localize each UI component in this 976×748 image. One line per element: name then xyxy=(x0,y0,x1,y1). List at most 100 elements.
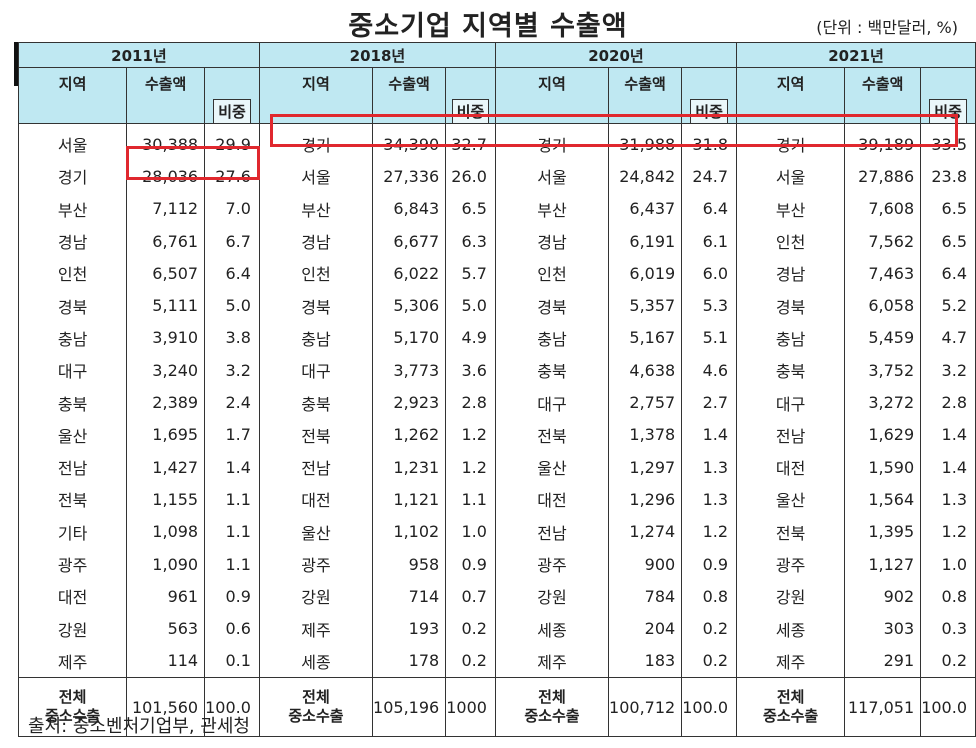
share-cell: 0.2 xyxy=(920,644,976,678)
region-cell: 부산 xyxy=(17,192,127,225)
region-cell: 서울 xyxy=(494,160,609,193)
share-cell: 4.7 xyxy=(920,321,976,355)
region-cell: 세종 xyxy=(494,612,609,645)
region-cell: 전남 xyxy=(494,515,609,548)
total-label-line2: 중소수출 xyxy=(288,707,344,726)
region-cell: 부산 xyxy=(494,192,609,225)
region-header: 지역 xyxy=(17,67,128,124)
region-cell: 광주 xyxy=(258,547,373,581)
region-cell: 부산 xyxy=(736,192,845,225)
region-cell: 충북 xyxy=(258,386,373,419)
total-amount-cell: 105,196 xyxy=(372,677,446,738)
amount-cell: 6,677 xyxy=(372,224,446,258)
region-cell: 경기 xyxy=(736,123,845,161)
amount-cell: 5,111 xyxy=(126,289,205,322)
region-cell: 경북 xyxy=(17,289,127,322)
share-header-cell: 비중 xyxy=(445,67,496,124)
total-amount-cell: 101,560 xyxy=(126,677,205,738)
share-cell: 27.6 xyxy=(204,160,260,193)
source-note: 출처: 중소벤처기업부, 관세청 xyxy=(28,716,250,737)
amount-cell: 5,170 xyxy=(372,321,446,355)
amount-cell: 6,191 xyxy=(608,224,682,258)
amount-header: 수출액 xyxy=(608,67,683,124)
region-cell: 울산 xyxy=(494,450,609,484)
amount-cell: 204 xyxy=(608,612,682,645)
share-cell: 6.5 xyxy=(445,192,496,225)
amount-cell: 183 xyxy=(608,644,682,678)
share-cell: 6.5 xyxy=(920,192,976,225)
amount-cell: 193 xyxy=(372,612,446,645)
share-cell: 0.2 xyxy=(445,612,496,645)
region-cell: 인천 xyxy=(17,257,127,290)
total-amount-cell: 117,051 xyxy=(844,677,921,738)
column-header-row: 지역 수출액 비중 지역 수출액 비중 지역 수출액 비중 지역 수출액 비중 xyxy=(17,67,976,124)
region-cell: 서울 xyxy=(736,160,845,193)
region-cell: 대전 xyxy=(494,483,609,516)
share-cell: 6.5 xyxy=(920,224,976,258)
total-share-cell: 100.0 xyxy=(204,677,260,738)
share-cell: 5.0 xyxy=(445,289,496,322)
amount-cell: 5,167 xyxy=(608,321,682,355)
table-body: 서울 30,388 29.9 경기 34,390 32.7 경기 31,988 31.8 경기 39… xyxy=(17,123,976,738)
region-header: 지역 xyxy=(736,67,846,124)
region-cell: 경남 xyxy=(258,224,373,258)
region-cell: 울산 xyxy=(736,483,845,516)
share-cell: 1.1 xyxy=(204,547,260,581)
region-cell: 강원 xyxy=(494,580,609,613)
amount-cell: 961 xyxy=(126,580,205,613)
region-cell: 대전 xyxy=(17,580,127,613)
total-label-cell: 전체 중소수출 xyxy=(258,677,373,738)
total-label-cell: 전체 중소수출 xyxy=(736,677,845,738)
amount-cell: 28,036 xyxy=(126,160,205,193)
share-cell: 6.4 xyxy=(681,192,738,225)
share-cell: 0.1 xyxy=(204,644,260,678)
share-cell: 3.8 xyxy=(204,321,260,355)
region-cell: 충북 xyxy=(736,354,845,387)
page-title-text: 중소기업 지역별 수출액 xyxy=(346,11,630,45)
amount-cell: 563 xyxy=(126,612,205,645)
share-cell: 6.1 xyxy=(681,224,738,258)
region-cell: 광주 xyxy=(494,547,609,581)
amount-cell: 1,297 xyxy=(608,450,682,484)
table-row: 대전 961 0.9 강원 714 0.7 강원 784 0.8 강원 902 0.8 xyxy=(17,580,976,613)
amount-cell: 27,886 xyxy=(844,160,921,193)
share-cell: 0.8 xyxy=(920,580,976,613)
amount-cell: 6,437 xyxy=(608,192,682,225)
amount-cell: 1,127 xyxy=(844,547,921,581)
share-cell: 0.8 xyxy=(681,580,738,613)
total-label-cell: 전체 중소수출 xyxy=(17,677,127,738)
share-cell: 0.2 xyxy=(445,644,496,678)
region-cell: 강원 xyxy=(258,580,373,613)
amount-cell: 6,019 xyxy=(608,257,682,290)
share-cell: 2.4 xyxy=(204,386,260,419)
share-cell: 0.2 xyxy=(681,612,738,645)
share-cell: 5.3 xyxy=(681,289,738,322)
table-row: 경북 5,111 5.0 경북 5,306 5.0 경북 5,357 5.3 경북 6,058 5.2 xyxy=(17,289,976,322)
region-cell: 충북 xyxy=(17,386,127,419)
table-row: 부산 7,112 7.0 부산 6,843 6.5 부산 6,437 6.4 부산 7,608 6.5 xyxy=(17,192,976,225)
amount-cell: 3,272 xyxy=(844,386,921,419)
table-row: 대구 3,240 3.2 대구 3,773 3.6 충북 4,638 4.6 충북 3,752 3.2 xyxy=(17,354,976,387)
amount-cell: 30,388 xyxy=(126,123,205,161)
region-cell: 경북 xyxy=(494,289,609,322)
total-label-line1: 전체 xyxy=(302,688,330,707)
page-title: 중소기업 지역별 수출액 xyxy=(0,4,976,45)
region-header: 지역 xyxy=(494,67,610,124)
total-label-line1: 전체 xyxy=(538,688,566,707)
region-cell: 인천 xyxy=(736,224,845,258)
amount-cell: 902 xyxy=(844,580,921,613)
amount-cell: 3,773 xyxy=(372,354,446,387)
share-cell: 1.3 xyxy=(920,483,976,516)
amount-cell: 1,090 xyxy=(126,547,205,581)
amount-cell: 291 xyxy=(844,644,921,678)
amount-cell: 6,843 xyxy=(372,192,446,225)
region-cell: 경북 xyxy=(258,289,373,322)
region-cell: 제주 xyxy=(17,644,127,678)
amount-cell: 1,231 xyxy=(372,450,446,484)
region-cell: 서울 xyxy=(258,160,373,193)
share-cell: 1.4 xyxy=(681,418,738,451)
amount-header: 수출액 xyxy=(126,67,206,124)
share-cell: 0.9 xyxy=(445,547,496,581)
year-header-row: 2011년 2018년 2020년 2021년 xyxy=(18,42,976,68)
table-row: 충북 2,389 2.4 충북 2,923 2.8 대구 2,757 2.7 대구 3,272 2.8 xyxy=(17,386,976,419)
